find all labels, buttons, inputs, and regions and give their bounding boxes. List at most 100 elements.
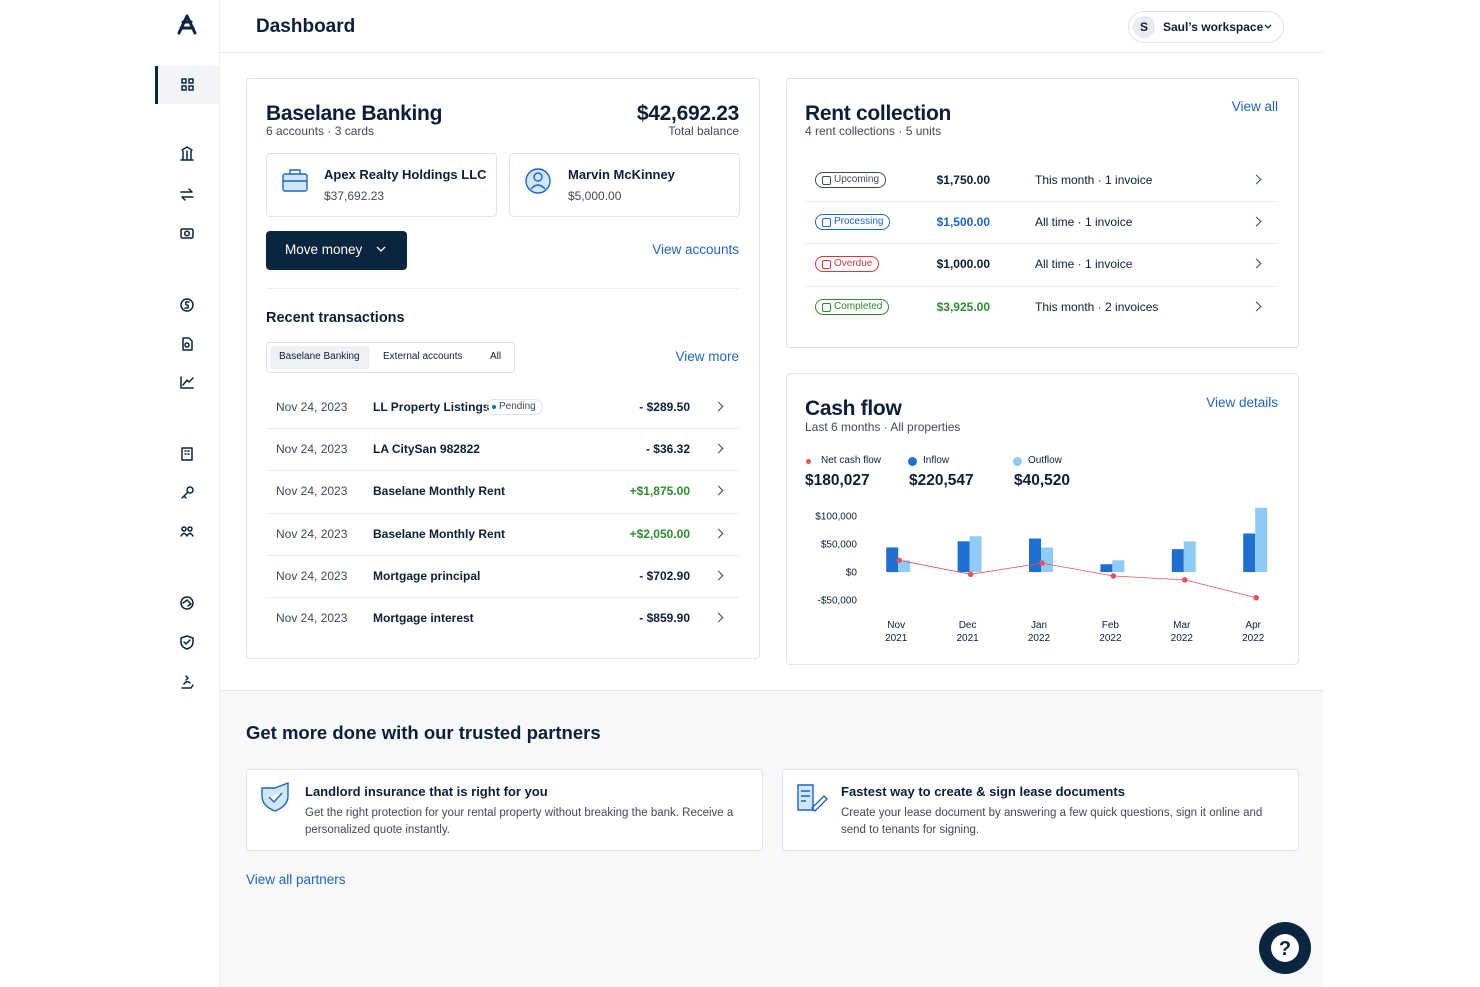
nav-insurance[interactable] (180, 635, 194, 650)
move-money-label[interactable]: Move money (285, 242, 363, 257)
view-accounts-link[interactable]: View accounts (652, 242, 739, 257)
bar (1243, 533, 1256, 573)
account-amount: $5,000.00 (568, 189, 622, 203)
rent-amount: $1,500.00 (936, 215, 990, 230)
divider (266, 470, 740, 472)
transaction-date: Nov 24, 2023 (276, 400, 348, 414)
transaction-date: Nov 24, 2023 (276, 568, 348, 583)
nav-camera[interactable] (180, 228, 194, 239)
bar (886, 547, 899, 573)
x-tick-label: Dec 2021 (956, 620, 979, 644)
briefcase-icon (282, 169, 308, 192)
partner-card[interactable] (782, 769, 1299, 851)
y-tick-label: $50,000 (821, 540, 858, 551)
workspace-name[interactable]: Saul’s workspace (1163, 20, 1264, 34)
rent-period: This month · 2 invoices (1035, 299, 1159, 314)
tab[interactable]: External accounts (383, 351, 463, 362)
pending-badge: Pending (486, 399, 543, 415)
divider (266, 428, 740, 430)
nav-properties[interactable] (181, 447, 193, 461)
view-all-link[interactable]: View all (1231, 99, 1278, 114)
help-text[interactable]: ? (1279, 938, 1291, 960)
nav-dashboard[interactable] (181, 78, 194, 91)
tab-active[interactable] (270, 346, 370, 369)
balance-label: Total balance (668, 124, 739, 138)
x-tick-label: Feb 2022 (1099, 620, 1122, 644)
divider (805, 243, 1278, 245)
sidebar-active[interactable] (155, 66, 219, 104)
divider (805, 201, 1278, 203)
account-name: Apex Realty Holdings LLC (324, 167, 487, 182)
nav-payments[interactable] (180, 298, 194, 312)
y-tick-label: -$50,000 (818, 596, 858, 607)
transaction-name: Mortgage interest (373, 611, 474, 625)
legend-label: Net cash flow (821, 455, 882, 466)
rent-amount: $1,000.00 (936, 257, 990, 272)
net-line (899, 559, 1257, 599)
page-title: Dashboard (256, 16, 356, 37)
transaction-amount: - $859.90 (639, 611, 690, 625)
shield-icon (261, 781, 289, 812)
transaction-date: Nov 24, 2023 (276, 526, 348, 541)
net-point (1039, 560, 1045, 566)
nav-tenants[interactable] (180, 526, 194, 537)
tab[interactable]: All (490, 351, 502, 362)
rent-period: All time · 1 invoice (1035, 257, 1133, 272)
legend-total: $40,520 (1014, 472, 1071, 489)
cash-flow-card (786, 373, 1299, 665)
nav-keys[interactable] (181, 486, 194, 499)
avatar-initial: S (1139, 20, 1149, 34)
logo[interactable] (177, 14, 197, 35)
rent-amount: $1,750.00 (936, 173, 990, 187)
y-tick-label: $0 (846, 568, 858, 579)
section-title: Get more done with our trusted partners (246, 722, 601, 743)
status-badge: Overdue (815, 256, 880, 273)
header (220, 0, 1323, 53)
transaction-date: Nov 24, 2023 (276, 442, 348, 457)
partner-card[interactable] (246, 769, 763, 851)
net-point (1253, 594, 1259, 601)
avatar (1133, 16, 1155, 38)
transaction-date: Nov 24, 2023 (276, 484, 348, 499)
bar (1112, 560, 1125, 573)
nav-banking[interactable] (180, 146, 194, 161)
legend-swatch (806, 459, 811, 464)
bar (969, 536, 982, 573)
card-title: Rent collection (805, 102, 952, 125)
net-point (896, 557, 902, 564)
bar (1041, 547, 1053, 573)
transaction-name: LL Property Listings (373, 400, 490, 414)
move-money-button[interactable] (266, 231, 407, 270)
bar (1183, 541, 1196, 573)
account-amount: $37,692.23 (324, 189, 385, 203)
nav-rewards[interactable] (181, 675, 194, 689)
status-badge: Completed (815, 298, 890, 315)
legend-swatch (908, 457, 917, 466)
bar (957, 541, 970, 573)
y-tick-label: $100,000 (815, 512, 857, 523)
view-more-link[interactable]: View more (675, 349, 739, 364)
nav-transfers[interactable] (180, 188, 194, 201)
nav-partners[interactable] (180, 596, 194, 610)
workspace-pill[interactable] (1128, 11, 1284, 43)
bar (1029, 538, 1041, 573)
legend-total: $180,027 (805, 472, 870, 489)
nav-reports[interactable] (182, 337, 193, 351)
view-details-link[interactable]: View details (1206, 395, 1278, 410)
x-tick-label: Apr 2022 (1242, 620, 1265, 644)
account-name: Marvin McKinney (568, 167, 675, 182)
bar (1100, 564, 1113, 573)
tab[interactable]: Baselane Banking (279, 351, 360, 362)
view-partners-link[interactable]: View all partners (246, 872, 346, 887)
transaction-name: LA CitySan 982822 (373, 442, 480, 457)
person-icon (525, 168, 551, 194)
nav-analytics[interactable] (180, 376, 194, 389)
transaction-amount: - $36.32 (645, 442, 690, 457)
transaction-amount: - $289.50 (639, 400, 690, 414)
rent-period: All time · 1 invoice (1035, 215, 1133, 230)
partner-text: Create your lease document by answering … (841, 807, 1263, 836)
sidebar (155, 0, 220, 987)
bar (1171, 549, 1184, 573)
